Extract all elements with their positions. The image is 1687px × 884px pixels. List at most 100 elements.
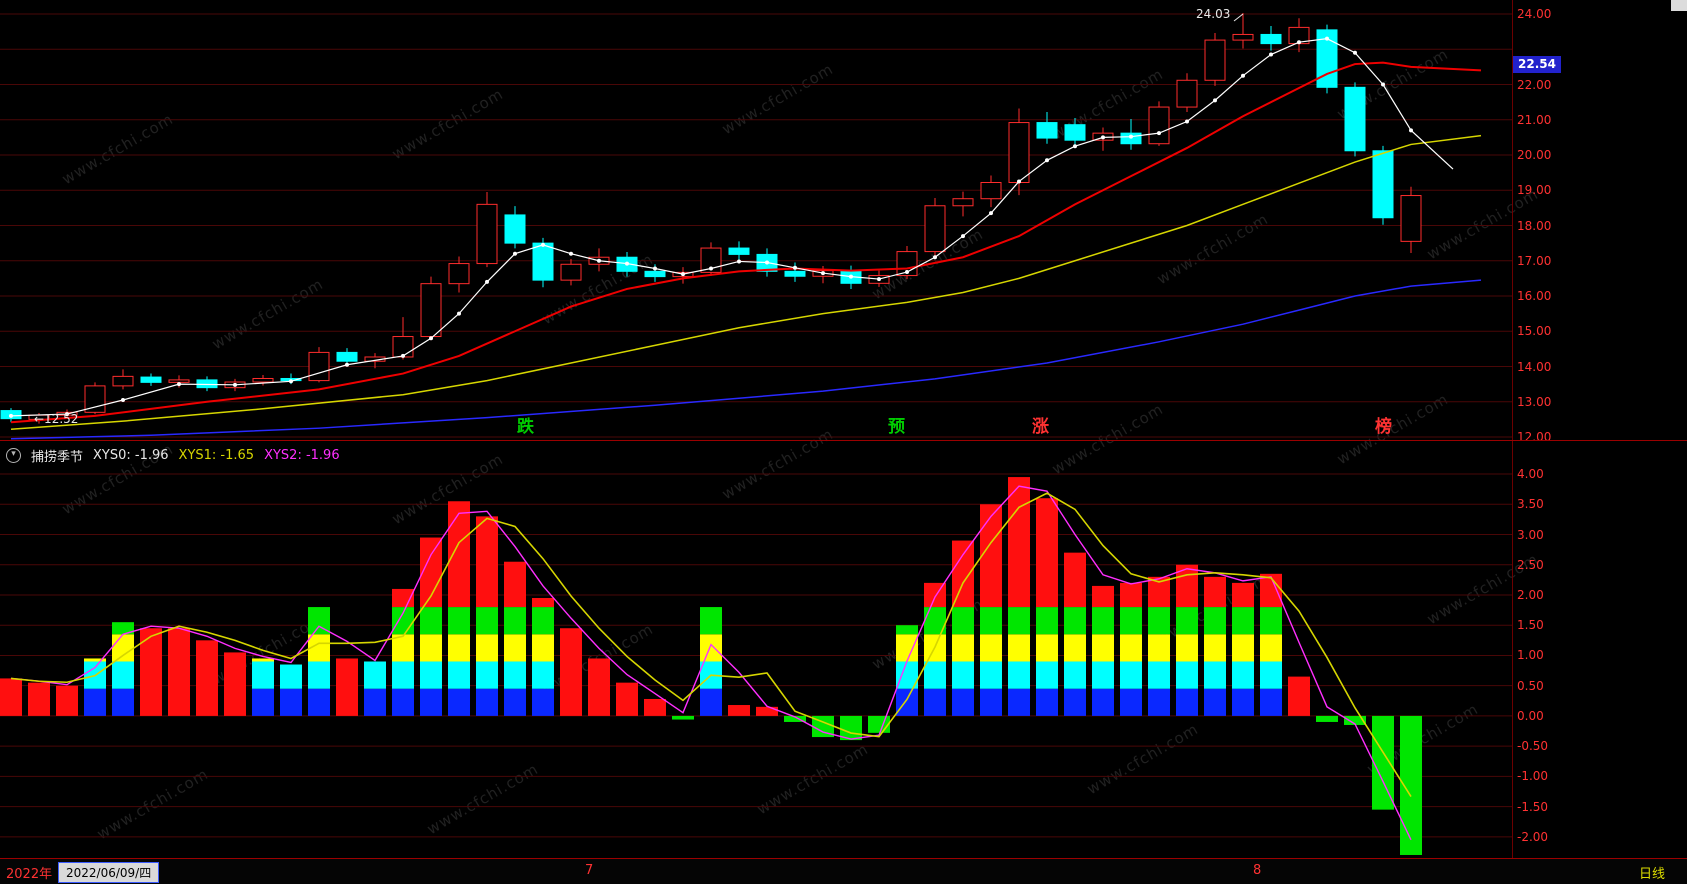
- indicator-bar-segment: [476, 516, 498, 608]
- candle: [252, 377, 274, 383]
- indicator-bar-segment: [1204, 576, 1226, 608]
- indicator-bar: [336, 658, 358, 716]
- ticker-char: 预: [888, 417, 905, 437]
- axis-separator: [1512, 0, 1513, 858]
- status-bar: 2022年 2022/06/09/四 日线 7 8: [0, 858, 1687, 884]
- ma-marker: [569, 251, 573, 256]
- indicator-bar: [196, 640, 218, 716]
- candle: [952, 198, 974, 207]
- ticker-char: 涨: [1032, 417, 1049, 437]
- indicator-bar: [224, 652, 246, 716]
- ma-marker: [961, 234, 965, 239]
- indicator-tick: 2.00: [1517, 587, 1544, 602]
- indicator-bar-segment: [1008, 661, 1030, 689]
- indicator-bar-segment: [1148, 688, 1170, 716]
- indicator-bar-segment: [308, 688, 330, 716]
- indicator-bar-segment: [924, 688, 946, 716]
- indicator-bar: [588, 658, 610, 716]
- candle: [308, 351, 330, 382]
- indicator-bar-segment: [112, 661, 134, 689]
- candlesticks: [0, 12, 1422, 424]
- indicator-bar-segment: [1148, 576, 1170, 608]
- indicator-bar-segment: [84, 688, 106, 716]
- ma-marker: [121, 397, 125, 402]
- indicator-header: ▾ 捕捞季节 XYS0: -1.96 XYS1: -1.65 XYS2: -1.…: [0, 443, 1518, 467]
- indicator-bar-segment: [252, 658, 274, 662]
- indicator-bar: [1344, 715, 1366, 725]
- indicator-bar-segment: [504, 661, 526, 689]
- ma-marker: [65, 412, 69, 417]
- kline-chart[interactable]: 跌 预 涨 榜 ←12.52 24.03: [0, 0, 1512, 442]
- indicator-chart[interactable]: [0, 468, 1512, 858]
- indicator-bar-segment: [252, 688, 274, 716]
- collapse-icon[interactable]: ▾: [6, 447, 21, 463]
- ma-marker: [1073, 144, 1077, 149]
- indicator-tick: -1.00: [1517, 769, 1549, 784]
- indicator-bar-segment: [112, 688, 134, 716]
- ma-marker: [709, 266, 713, 271]
- ma-marker: [793, 265, 797, 270]
- indicator-tick: 3.50: [1517, 497, 1544, 512]
- indicator-bar-segment: [1092, 634, 1114, 662]
- price-tick: 16.00: [1517, 289, 1552, 303]
- indicator-bar-segment: [392, 688, 414, 716]
- ticker-char: 跌: [517, 417, 535, 437]
- indicator-bar: [672, 715, 694, 720]
- indicator-bar-segment: [448, 661, 470, 689]
- indicator-bar-segment: [420, 688, 442, 716]
- indicator-bar-segment: [392, 607, 414, 635]
- ma-marker: [485, 279, 489, 284]
- ma-marker: [821, 271, 825, 276]
- xys0-value: XYS0: -1.96: [93, 447, 169, 463]
- indicator-bar-segment: [280, 664, 302, 689]
- indicator-bar-segment: [504, 607, 526, 635]
- indicator-bar-segment: [476, 607, 498, 635]
- indicator-bar-segment: [1036, 661, 1058, 689]
- indicator-bar-segment: [504, 688, 526, 716]
- indicator-bar-segment: [952, 688, 974, 716]
- indicator-tick: -2.00: [1517, 829, 1549, 844]
- candle: [504, 214, 526, 244]
- candle: [980, 181, 1002, 200]
- ma-marker: [177, 382, 181, 387]
- ma-marker: [1213, 98, 1217, 103]
- indicator-bar-segment: [1120, 582, 1142, 608]
- indicator-bar: [812, 715, 834, 738]
- indicator-tick: 1.50: [1517, 618, 1544, 633]
- indicator-tick: 4.00: [1517, 467, 1544, 482]
- ma-marker: [625, 261, 629, 266]
- indicator-bar-segment: [980, 607, 1002, 635]
- indicator-bar: [728, 705, 750, 716]
- indicator-bar-segment: [1260, 634, 1282, 662]
- candle: [1344, 86, 1366, 152]
- indicator-bar-segment: [700, 688, 722, 716]
- candle: [1036, 122, 1058, 139]
- ma-marker: [1017, 179, 1021, 184]
- indicator-bar-segment: [112, 622, 134, 635]
- indicator-bar-segment: [448, 634, 470, 662]
- price-tick: 20.00: [1517, 148, 1552, 162]
- indicator-bar-segment: [476, 688, 498, 716]
- candle: [784, 270, 806, 277]
- indicator-bar-segment: [532, 607, 554, 635]
- ma-marker: [1045, 158, 1049, 163]
- indicator-bar-segment: [896, 634, 918, 662]
- ma-marker: [1157, 131, 1161, 136]
- price-tick: 18.00: [1517, 218, 1552, 233]
- indicator-bar-segment: [1092, 585, 1114, 608]
- indicator-title[interactable]: 捕捞季节: [31, 449, 84, 465]
- indicator-bar-segment: [1232, 582, 1254, 608]
- indicator-bar-segment: [252, 661, 274, 689]
- indicator-bar-segment: [924, 661, 946, 689]
- period-label[interactable]: 日线: [1638, 867, 1665, 882]
- indicator-bar-segment: [1120, 688, 1142, 716]
- candle: [728, 247, 750, 255]
- indicator-bar: [1316, 715, 1338, 722]
- indicator-bar: [56, 685, 78, 716]
- indicator-bar-segment: [364, 688, 386, 716]
- indicator-bar: [0, 678, 22, 716]
- gridlines: [0, 13, 1512, 438]
- indicator-bar-segment: [1260, 661, 1282, 689]
- indicator-bar-segment: [1120, 661, 1142, 689]
